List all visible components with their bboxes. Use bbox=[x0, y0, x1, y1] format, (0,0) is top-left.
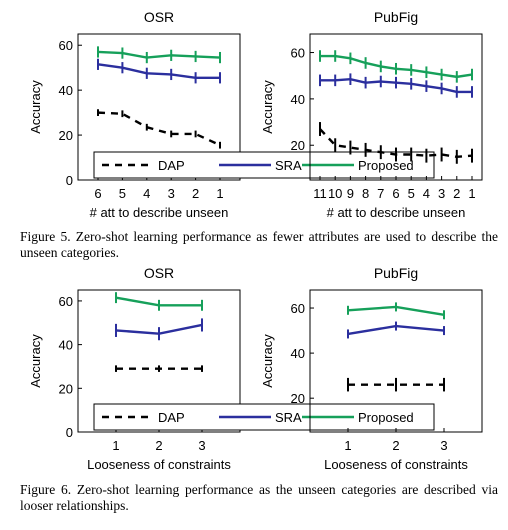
x-tick-label: 8 bbox=[362, 186, 369, 201]
y-tick-label: 20 bbox=[291, 138, 305, 153]
plot-frame bbox=[77, 33, 241, 181]
y-tick-label: 60 bbox=[59, 294, 73, 309]
legend-label-sra: SRA bbox=[275, 158, 302, 173]
y-tick-label: 40 bbox=[291, 346, 305, 361]
y-tick-label: 40 bbox=[59, 83, 73, 98]
x-axis-label: Looseness of constraints bbox=[87, 457, 231, 472]
x-tick-label: 1 bbox=[344, 438, 351, 453]
x-tick-label: 3 bbox=[168, 186, 175, 201]
y-tick-label: 40 bbox=[291, 92, 305, 107]
series-line-proposed bbox=[97, 50, 221, 59]
y-tick-label: 60 bbox=[291, 301, 305, 316]
y-axis-label: Accuracy bbox=[28, 334, 43, 388]
legend-label-dap: DAP bbox=[158, 158, 185, 173]
y-tick-label: 60 bbox=[59, 38, 73, 53]
x-tick-label: 2 bbox=[453, 186, 460, 201]
x-tick-label: 3 bbox=[198, 438, 205, 453]
y-tick-label: 0 bbox=[66, 425, 73, 440]
x-axis-label: # att to describe unseen bbox=[327, 205, 466, 220]
series-line-sra bbox=[97, 63, 220, 80]
figure-6-caption: Figure 6. Zero-shot learning performance… bbox=[20, 482, 498, 513]
y-axis-label: Accuracy bbox=[260, 334, 275, 388]
x-tick-label: 2 bbox=[392, 438, 399, 453]
legend-label-dap: DAP bbox=[158, 410, 185, 425]
legend-label-sra: SRA bbox=[275, 410, 302, 425]
y-tick-label: 60 bbox=[291, 46, 305, 61]
y-tick-label: 20 bbox=[59, 381, 73, 396]
x-tick-label: 7 bbox=[377, 186, 384, 201]
legend-label-proposed: Proposed bbox=[358, 410, 414, 425]
chart-4 bbox=[309, 289, 483, 433]
chart-title: PubFig bbox=[374, 9, 418, 25]
x-tick-label: 4 bbox=[143, 186, 150, 201]
x-tick-label: 2 bbox=[155, 438, 162, 453]
x-axis-label: Looseness of constraints bbox=[324, 457, 468, 472]
y-axis-label: Accuracy bbox=[260, 80, 275, 134]
x-axis-label: # att to describe unseen bbox=[90, 205, 229, 220]
x-tick-label: 9 bbox=[347, 186, 354, 201]
y-tick-label: 20 bbox=[59, 128, 73, 143]
x-tick-label: 1 bbox=[468, 186, 475, 201]
x-tick-label: 1 bbox=[216, 186, 223, 201]
chart-title: OSR bbox=[144, 265, 174, 281]
x-tick-label: 4 bbox=[423, 186, 430, 201]
x-tick-label: 6 bbox=[392, 186, 399, 201]
chart-title: OSR bbox=[144, 9, 174, 25]
legend-label-proposed: Proposed bbox=[358, 158, 414, 173]
chart-1 bbox=[77, 33, 435, 181]
x-tick-label: 5 bbox=[408, 186, 415, 201]
x-tick-label: 10 bbox=[328, 186, 342, 201]
chart-2 bbox=[309, 33, 483, 181]
x-tick-label: 3 bbox=[440, 438, 447, 453]
series-line-dap bbox=[97, 111, 221, 147]
legend bbox=[93, 403, 435, 431]
x-tick-label: 5 bbox=[119, 186, 126, 201]
chart-3 bbox=[77, 289, 435, 433]
y-tick-label: 0 bbox=[66, 173, 73, 188]
y-tick-label: 40 bbox=[59, 338, 73, 353]
x-tick-label: 3 bbox=[438, 186, 445, 201]
x-tick-label: 11 bbox=[313, 186, 327, 201]
figure-5-caption: Figure 5. Zero-shot learning performance… bbox=[20, 229, 498, 260]
y-tick-label: 20 bbox=[291, 391, 305, 406]
x-tick-label: 1 bbox=[112, 438, 119, 453]
legend bbox=[93, 151, 435, 179]
x-tick-label: 6 bbox=[94, 186, 101, 201]
y-axis-label: Accuracy bbox=[28, 80, 43, 134]
chart-title: PubFig bbox=[374, 265, 418, 281]
x-tick-label: 2 bbox=[192, 186, 199, 201]
